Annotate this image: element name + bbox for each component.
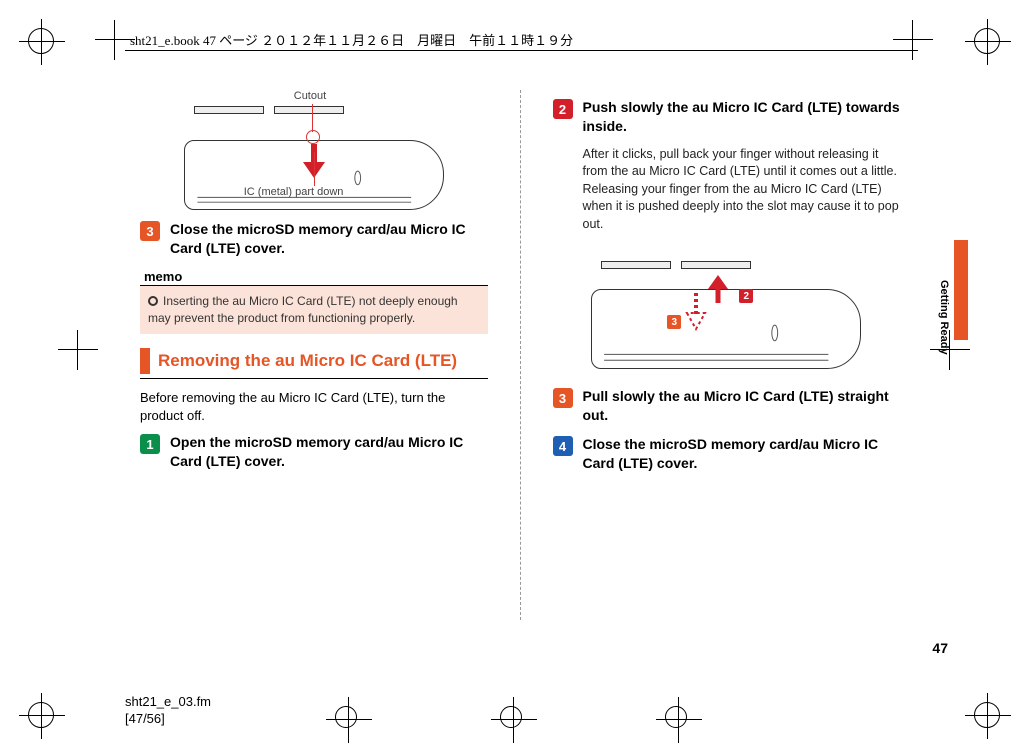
step-text: Close the microSD memory card/au Micro I… [170, 220, 488, 258]
step-ref-2-icon: 2 [739, 289, 753, 303]
step-text: Close the microSD memory card/au Micro I… [583, 435, 901, 473]
leader-line [314, 152, 315, 186]
pull-arrow-icon [681, 291, 711, 336]
column-divider [520, 90, 521, 620]
page-number: 47 [932, 640, 948, 656]
step-3r: 3 Pull slowly the au Micro IC Card (LTE)… [553, 387, 901, 425]
leader-line [312, 104, 313, 132]
bullseye-icon [974, 28, 1000, 54]
step-number-badge: 3 [140, 221, 160, 241]
section-bar-icon [140, 348, 150, 373]
memo-text: Inserting the au Micro IC Card (LTE) not… [148, 294, 458, 325]
figure-remove-card: 2 3 [591, 239, 861, 379]
card-slot-icon [194, 100, 354, 118]
step-body: After it clicks, pull back your finger w… [583, 146, 901, 234]
ring-bullet-icon [148, 296, 158, 306]
step-1: 1 Open the microSD memory card/au Micro … [140, 433, 488, 471]
step-number-badge: 3 [553, 388, 573, 408]
step-4: 4 Close the microSD memory card/au Micro… [553, 435, 901, 473]
content-columns: Cutout IC (metal) part down 3 Close the … [140, 90, 900, 620]
header-rule [125, 50, 918, 51]
memo-title: memo [140, 269, 186, 286]
bullseye-icon [665, 706, 687, 728]
crosshair-icon [95, 20, 135, 60]
step-number-badge: 4 [553, 436, 573, 456]
section-intro: Before removing the au Micro IC Card (LT… [140, 389, 488, 425]
page-root: sht21_e.book 47 ページ ２０１２年１１月２６日 月曜日 午前１１… [0, 0, 1028, 756]
ic-part-label: IC (metal) part down [244, 186, 344, 198]
thumb-tab [954, 240, 968, 340]
left-column: Cutout IC (metal) part down 3 Close the … [140, 90, 488, 620]
step-text: Pull slowly the au Micro IC Card (LTE) s… [583, 387, 901, 425]
cutout-label: Cutout [294, 90, 326, 102]
bullseye-icon [28, 702, 54, 728]
step-number-badge: 1 [140, 434, 160, 454]
thumb-tab-label: Getting Ready [938, 280, 950, 355]
figure-insert-card: Cutout IC (metal) part down [184, 90, 444, 210]
crosshair-icon [893, 20, 933, 60]
section-title: Removing the au Micro IC Card (LTE) [158, 348, 457, 373]
footer-meta: sht21_e_03.fm [47/56] [125, 694, 211, 728]
step-text: Open the microSD memory card/au Micro IC… [170, 433, 488, 471]
section-heading: Removing the au Micro IC Card (LTE) [140, 348, 488, 373]
header-meta-text: sht21_e.book 47 ページ ２０１２年１１月２６日 月曜日 午前１１… [130, 30, 573, 49]
bullseye-icon [335, 706, 357, 728]
footer-line-1: sht21_e_03.fm [125, 694, 211, 711]
bullseye-icon [974, 702, 1000, 728]
bullseye-icon [500, 706, 522, 728]
card-slot-icon [601, 255, 761, 273]
footer-line-2: [47/56] [125, 711, 211, 728]
right-column: 2 Push slowly the au Micro IC Card (LTE)… [553, 90, 901, 620]
step-2: 2 Push slowly the au Micro IC Card (LTE)… [553, 98, 901, 136]
step-ref-3-icon: 3 [667, 315, 681, 329]
section-underline [140, 378, 488, 379]
step-3: 3 Close the microSD memory card/au Micro… [140, 220, 488, 258]
step-text: Push slowly the au Micro IC Card (LTE) t… [583, 98, 901, 136]
memo-box: memo Inserting the au Micro IC Card (LTE… [140, 268, 488, 335]
crosshair-icon [58, 330, 98, 370]
step-number-badge: 2 [553, 99, 573, 119]
bullseye-icon [28, 28, 54, 54]
memo-body: Inserting the au Micro IC Card (LTE) not… [140, 286, 488, 335]
